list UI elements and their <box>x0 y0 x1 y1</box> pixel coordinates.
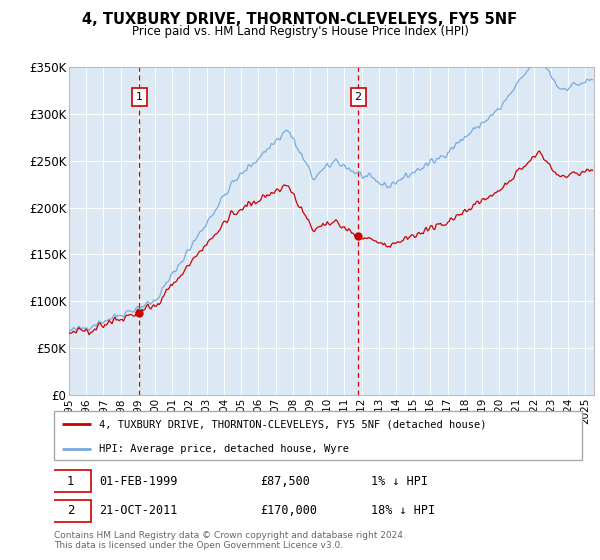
Text: 4, TUXBURY DRIVE, THORNTON-CLEVELEYS, FY5 5NF: 4, TUXBURY DRIVE, THORNTON-CLEVELEYS, FY… <box>82 12 518 27</box>
Text: £87,500: £87,500 <box>260 475 310 488</box>
Text: 2: 2 <box>67 505 74 517</box>
Text: 1: 1 <box>67 475 74 488</box>
Text: 4, TUXBURY DRIVE, THORNTON-CLEVELEYS, FY5 5NF (detached house): 4, TUXBURY DRIVE, THORNTON-CLEVELEYS, FY… <box>99 419 487 430</box>
Text: Contains HM Land Registry data © Crown copyright and database right 2024.: Contains HM Land Registry data © Crown c… <box>54 531 406 540</box>
Text: This data is licensed under the Open Government Licence v3.0.: This data is licensed under the Open Gov… <box>54 541 343 550</box>
Text: £170,000: £170,000 <box>260 505 317 517</box>
Text: Price paid vs. HM Land Registry's House Price Index (HPI): Price paid vs. HM Land Registry's House … <box>131 25 469 38</box>
Text: HPI: Average price, detached house, Wyre: HPI: Average price, detached house, Wyre <box>99 445 349 455</box>
Text: 18% ↓ HPI: 18% ↓ HPI <box>371 505 435 517</box>
FancyBboxPatch shape <box>52 470 91 492</box>
Text: 1: 1 <box>136 92 143 102</box>
Text: 1% ↓ HPI: 1% ↓ HPI <box>371 475 428 488</box>
FancyBboxPatch shape <box>52 500 91 522</box>
FancyBboxPatch shape <box>54 411 582 460</box>
Text: 01-FEB-1999: 01-FEB-1999 <box>99 475 177 488</box>
Text: 21-OCT-2011: 21-OCT-2011 <box>99 505 177 517</box>
Text: 2: 2 <box>355 92 362 102</box>
